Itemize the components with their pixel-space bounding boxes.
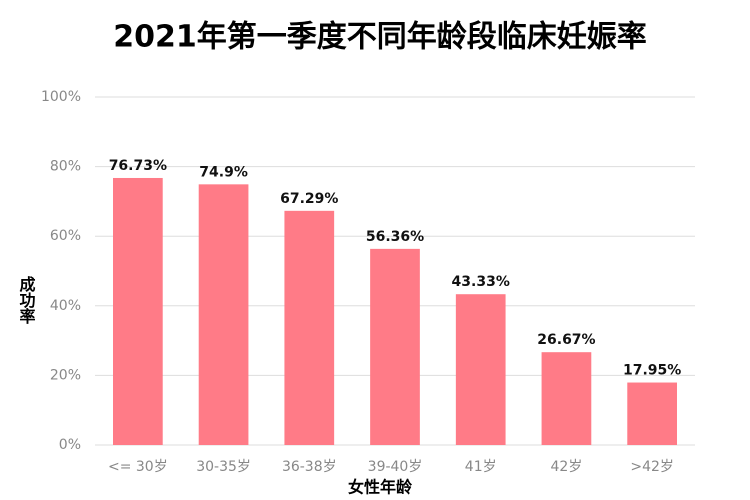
y-tick-label: 80% xyxy=(50,159,81,175)
bar xyxy=(370,248,420,445)
y-tick-label: 100% xyxy=(41,89,81,105)
x-tick-label: 41岁 xyxy=(465,459,497,475)
bar xyxy=(113,177,163,445)
bar xyxy=(541,352,592,445)
y-tick-label: 40% xyxy=(50,298,81,314)
value-label: 74.9% xyxy=(199,164,248,180)
y-tick-label: 20% xyxy=(50,367,81,383)
x-tick-label: 39-40岁 xyxy=(368,459,423,475)
bar xyxy=(284,210,335,445)
value-label: 67.29% xyxy=(280,191,338,207)
y-tick-label: 0% xyxy=(59,437,81,453)
x-tick-label: >42岁 xyxy=(630,459,674,475)
bar xyxy=(455,294,506,445)
value-label: 56.36% xyxy=(366,229,424,245)
bar xyxy=(627,382,677,445)
value-label: 26.67% xyxy=(537,332,595,348)
value-label: 17.95% xyxy=(623,363,681,379)
bar xyxy=(198,184,249,445)
x-tick-label: 42岁 xyxy=(551,459,583,475)
value-label: 43.33% xyxy=(452,274,510,290)
chart-title: 2021年第一季度不同年龄段临床妊娠率 xyxy=(113,20,647,55)
x-tick-label: 30-35岁 xyxy=(196,459,251,475)
x-axis-label: 女性年龄 xyxy=(348,478,413,497)
x-tick-label: <= 30岁 xyxy=(108,459,168,475)
y-axis-label: 成功率 xyxy=(17,275,36,325)
x-tick-label: 36-38岁 xyxy=(282,459,337,475)
y-tick-label: 60% xyxy=(50,228,81,244)
value-label: 76.73% xyxy=(109,158,167,174)
